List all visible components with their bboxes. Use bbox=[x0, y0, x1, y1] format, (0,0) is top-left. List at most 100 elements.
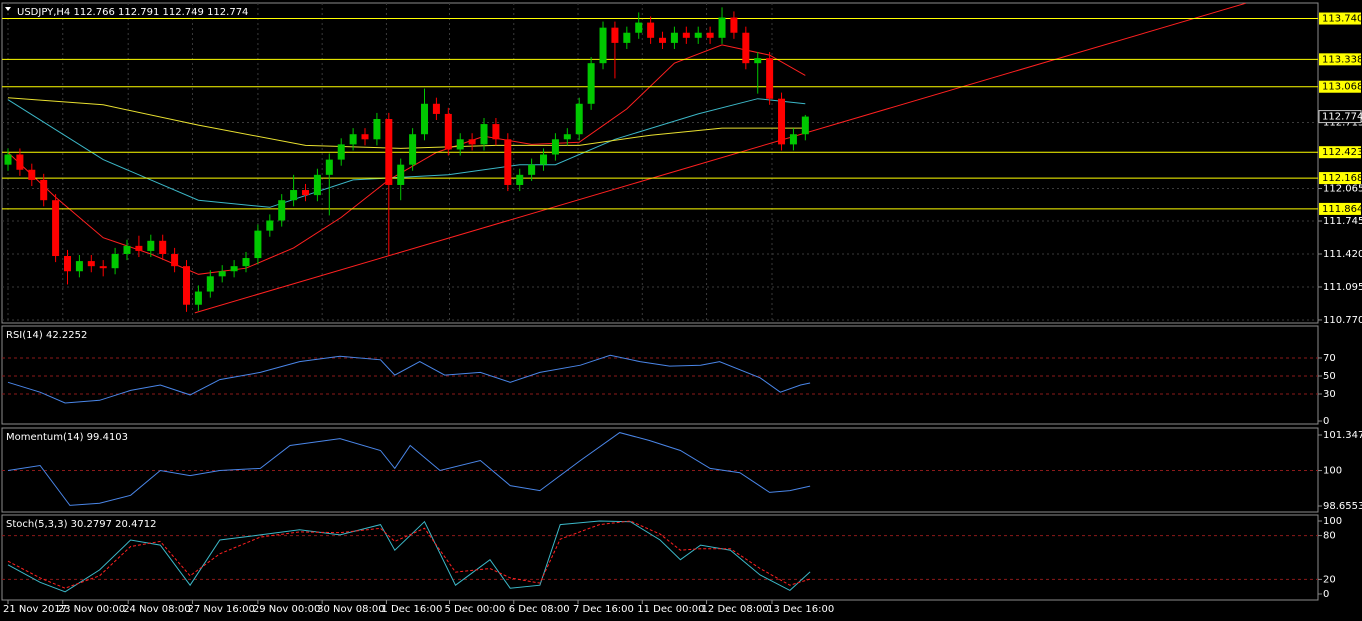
candle-body bbox=[432, 103, 440, 114]
candle-body bbox=[206, 276, 214, 292]
y-tick-label: 80 bbox=[1323, 531, 1336, 542]
x-tick-label: 7 Dec 16:00 bbox=[573, 604, 634, 615]
indicator-line bbox=[7, 520, 811, 589]
x-tick-label: 24 Nov 08:00 bbox=[123, 604, 190, 615]
last-price-label: 112.774 bbox=[1322, 112, 1362, 123]
candle-body bbox=[397, 164, 405, 185]
candle-body bbox=[575, 103, 583, 135]
candle-body bbox=[266, 220, 274, 231]
candle-body bbox=[730, 17, 738, 33]
candle-body bbox=[587, 63, 595, 104]
candle-body bbox=[718, 17, 726, 38]
level-label-box bbox=[1319, 146, 1361, 159]
candle-body bbox=[754, 58, 762, 64]
y-tick-label: 0 bbox=[1323, 589, 1329, 600]
candle-body bbox=[670, 32, 678, 43]
candle-body bbox=[551, 139, 559, 155]
candle-body bbox=[361, 134, 369, 140]
level-label: 113.338 bbox=[1322, 54, 1362, 65]
candle-body bbox=[492, 124, 500, 140]
candle-body bbox=[540, 154, 548, 165]
candle-body bbox=[742, 32, 750, 64]
pane-layer bbox=[2, 3, 1318, 323]
pane-frame bbox=[1, 325, 1319, 425]
candle-body bbox=[504, 139, 512, 185]
x-tick-label: 23 Nov 00:00 bbox=[58, 604, 125, 615]
pane-title: Stoch(5,3,3) 30.2797 20.4712 bbox=[6, 519, 157, 530]
y-tick-label: 110.770 bbox=[1323, 315, 1362, 326]
level-label: 111.864 bbox=[1322, 204, 1362, 215]
level-label: 112.168 bbox=[1322, 173, 1362, 184]
candle-body bbox=[421, 103, 429, 135]
title-arrow bbox=[5, 7, 11, 11]
y-tick-label: 0 bbox=[1323, 416, 1329, 427]
x-tick-label: 6 Dec 08:00 bbox=[509, 604, 570, 615]
candle-body bbox=[242, 258, 250, 267]
candle-body bbox=[135, 245, 143, 251]
candle-body bbox=[706, 32, 714, 38]
level-label-box bbox=[1319, 53, 1361, 66]
candle-body bbox=[111, 253, 119, 269]
candle-body bbox=[75, 261, 83, 272]
candle-body bbox=[313, 174, 321, 196]
candle-body bbox=[373, 119, 381, 140]
candle-body bbox=[159, 240, 167, 254]
y-tick-label: 50 bbox=[1323, 371, 1336, 382]
candle-body bbox=[635, 22, 643, 33]
x-tick-label: 21 Nov 2017 bbox=[3, 604, 67, 615]
candle-body bbox=[63, 256, 71, 272]
candle-body bbox=[123, 245, 131, 254]
pane-frame bbox=[1, 427, 1319, 513]
x-tick-label: 5 Dec 00:00 bbox=[445, 604, 506, 615]
pane-title: Momentum(14) 99.4103 bbox=[6, 432, 128, 443]
level-label-box bbox=[1319, 80, 1361, 93]
pane-layer bbox=[2, 354, 1318, 404]
candle-body bbox=[87, 261, 95, 267]
trendline bbox=[194, 3, 1246, 314]
candle-body bbox=[647, 22, 655, 38]
pane-frame bbox=[1, 2, 1319, 324]
level-label: 113.068 bbox=[1322, 82, 1362, 93]
y-tick-label: 70 bbox=[1323, 353, 1336, 364]
candle-body bbox=[801, 116, 809, 135]
candle-body bbox=[480, 124, 488, 145]
candle-body bbox=[766, 58, 774, 99]
x-tick-label: 27 Nov 16:00 bbox=[187, 604, 254, 615]
candle-body bbox=[16, 154, 24, 170]
y-tick-label: 30 bbox=[1323, 389, 1336, 400]
candle-body bbox=[99, 266, 107, 269]
indicator-line bbox=[7, 354, 811, 404]
x-tick-label: 13 Dec 16:00 bbox=[767, 604, 834, 615]
x-tick-label: 1 Dec 16:00 bbox=[381, 604, 442, 615]
pane-frame bbox=[1, 514, 1319, 601]
candle-body bbox=[409, 134, 417, 165]
candle-body bbox=[278, 200, 286, 221]
candle-body bbox=[349, 134, 357, 145]
y-tick-label: 100 bbox=[1323, 466, 1342, 477]
level-label: 113.740 bbox=[1322, 14, 1362, 25]
level-label: 112.423 bbox=[1322, 147, 1362, 158]
candle-body bbox=[28, 169, 36, 180]
candle-body bbox=[52, 200, 60, 257]
candle-body bbox=[230, 266, 238, 272]
candle-body bbox=[528, 164, 536, 175]
candle-body bbox=[456, 139, 464, 150]
candle-body bbox=[694, 32, 702, 38]
candle-body bbox=[659, 37, 667, 43]
indicator-line bbox=[7, 432, 811, 506]
candle-body bbox=[4, 154, 12, 165]
x-tick-label: 12 Dec 08:00 bbox=[702, 604, 769, 615]
candle-body bbox=[599, 27, 607, 64]
candle-body bbox=[171, 253, 179, 267]
candle-body bbox=[218, 271, 226, 277]
candle-body bbox=[468, 139, 476, 145]
level-label-box bbox=[1319, 12, 1361, 25]
candle-body bbox=[623, 32, 631, 43]
level-label-box bbox=[1319, 202, 1361, 215]
candle-body bbox=[194, 291, 202, 305]
candle-body bbox=[183, 266, 191, 305]
candle-body bbox=[40, 179, 48, 201]
pane-title: USDJPY,H4 112.766 112.791 112.749 112.77… bbox=[17, 7, 248, 18]
